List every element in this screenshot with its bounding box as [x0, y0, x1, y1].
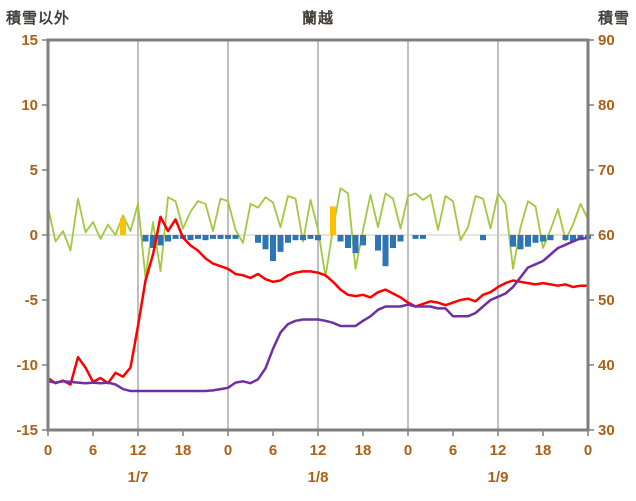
right-axis-tick-label: 90	[598, 32, 615, 49]
hour-tick-label: 6	[449, 442, 457, 459]
blue-bars-bar	[315, 235, 321, 241]
blue-bars-bar	[172, 235, 179, 239]
blue-bars-bar	[292, 235, 299, 241]
blue-bars-bar	[420, 235, 426, 239]
blue-bars-bar	[195, 235, 201, 239]
right-axis-tick-label: 30	[598, 422, 615, 439]
right-axis-title: 積雪	[597, 10, 630, 27]
left-axis-tick-label: 5	[30, 162, 38, 179]
blue-bars-bar	[547, 235, 554, 241]
orange-bars-bar	[330, 206, 336, 235]
red-line	[46, 215, 590, 386]
blue-bars-bar	[360, 235, 366, 246]
blue-bars-bar	[165, 235, 171, 242]
left-axis-tick-label: 10	[21, 97, 38, 114]
blue-bars-bar	[300, 235, 306, 241]
blue-bars-bar	[375, 235, 381, 251]
blue-bars-bar	[562, 235, 569, 241]
left-axis-title: 積雪以外	[6, 10, 71, 27]
left-axis-tick-label: 0	[30, 227, 38, 244]
blue-bars-bar	[540, 235, 546, 242]
blue-bars-bar	[517, 235, 524, 250]
blue-bars-bar	[225, 235, 231, 239]
blue-bars-bar	[337, 235, 344, 242]
day-label: 1/7	[128, 469, 149, 486]
right-axis-tick-label: 50	[598, 292, 615, 309]
blue-bars-bar	[532, 235, 539, 243]
right-axis-tick-label: 60	[598, 227, 615, 244]
right-axis-tick-label: 40	[598, 357, 615, 374]
day-label: 1/9	[488, 469, 509, 486]
blue-bars-bar	[285, 235, 291, 243]
day-label: 1/8	[308, 469, 329, 486]
hour-tick-label: 0	[224, 442, 232, 459]
hour-tick-label: 0	[584, 442, 592, 459]
blue-bars-bar	[307, 235, 314, 239]
blue-bars-bar	[397, 235, 404, 242]
hour-tick-label: 6	[89, 442, 97, 459]
blue-bars-bar	[525, 235, 531, 247]
blue-bars-bar	[157, 235, 164, 246]
hour-tick-label: 0	[44, 442, 52, 459]
blue-bars-bar	[270, 235, 276, 261]
blue-bars-bar	[390, 235, 396, 248]
blue-bars-bar	[262, 235, 269, 250]
blue-bars-bar	[202, 235, 209, 241]
hour-tick-label: 12	[490, 442, 507, 459]
blue-bars-bar	[232, 235, 239, 239]
blue-bars-bar	[142, 235, 149, 242]
left-axis-tick-label: -10	[16, 357, 38, 374]
blue-bars-bar	[150, 235, 156, 248]
hour-tick-label: 12	[310, 442, 327, 459]
blue-bars-bar	[480, 235, 486, 241]
blue-bars-bar	[277, 235, 284, 252]
blue-bars-bar	[352, 235, 359, 254]
purple-line	[46, 237, 590, 393]
right-axis-tick-label: 70	[598, 162, 615, 179]
green-line	[47, 187, 589, 279]
chart-title: 蘭越	[301, 10, 334, 27]
blue-bars-bar	[187, 235, 194, 241]
hour-tick-label: 18	[535, 442, 552, 459]
left-axis-tick-label: -5	[25, 292, 38, 309]
blue-bars-bar	[382, 235, 389, 267]
blue-bars-bar	[412, 235, 419, 239]
hour-tick-label: 18	[355, 442, 372, 459]
hour-tick-label: 12	[130, 442, 147, 459]
hour-tick-label: 0	[404, 442, 412, 459]
left-axis-tick-label: -15	[16, 422, 38, 439]
blue-bars-bar	[510, 235, 516, 247]
blue-bars-bar	[255, 235, 261, 243]
hour-tick-label: 6	[269, 442, 277, 459]
blue-bars-bar	[210, 235, 216, 239]
right-axis-tick-label: 80	[598, 97, 615, 114]
blue-bars-bar	[217, 235, 224, 239]
orange-bars-bar	[120, 218, 126, 235]
blue-bars-bar	[345, 235, 351, 248]
hour-tick-label: 18	[175, 442, 192, 459]
left-axis-tick-label: 15	[21, 32, 38, 49]
blue-bars-bar	[570, 235, 576, 242]
